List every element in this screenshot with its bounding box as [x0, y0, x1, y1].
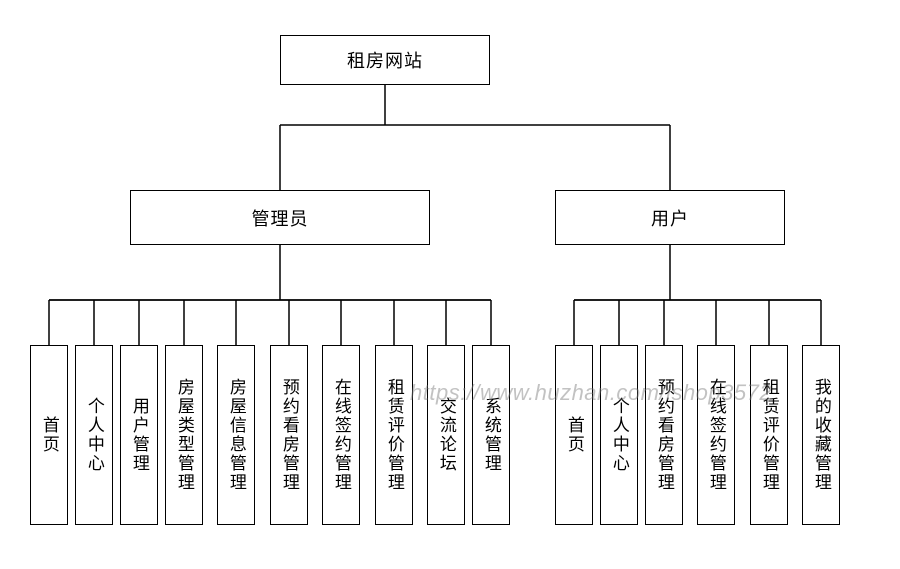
leaf-user-2: 预约看房管理 — [645, 345, 683, 525]
root-node-label: 租房网站 — [347, 47, 423, 73]
leaf-user-0: 首页 — [555, 345, 593, 525]
leaf-user-5-label: 我的收藏管理 — [812, 378, 830, 492]
root-node: 租房网站 — [280, 35, 490, 85]
leaf-admin-4-label: 房屋信息管理 — [227, 378, 245, 492]
leaf-user-0-label: 首页 — [565, 416, 583, 454]
leaf-user-1: 个人中心 — [600, 345, 638, 525]
leaf-admin-6-label: 在线签约管理 — [332, 378, 350, 492]
leaf-admin-9: 系统管理 — [472, 345, 510, 525]
leaf-admin-8-label: 交流论坛 — [437, 397, 455, 473]
leaf-admin-8: 交流论坛 — [427, 345, 465, 525]
leaf-admin-2-label: 用户管理 — [130, 397, 148, 473]
level2-node-admin-label: 管理员 — [252, 205, 309, 231]
leaf-admin-5-label: 预约看房管理 — [280, 378, 298, 492]
leaf-admin-9-label: 系统管理 — [482, 397, 500, 473]
leaf-admin-2: 用户管理 — [120, 345, 158, 525]
leaf-admin-7-label: 租赁评价管理 — [385, 378, 403, 492]
leaf-user-4-label: 租赁评价管理 — [760, 378, 778, 492]
leaf-admin-6: 在线签约管理 — [322, 345, 360, 525]
leaf-admin-3-label: 房屋类型管理 — [175, 378, 193, 492]
leaf-admin-5: 预约看房管理 — [270, 345, 308, 525]
leaf-admin-3: 房屋类型管理 — [165, 345, 203, 525]
level2-node-admin: 管理员 — [130, 190, 430, 245]
leaf-user-4: 租赁评价管理 — [750, 345, 788, 525]
leaf-user-5: 我的收藏管理 — [802, 345, 840, 525]
leaf-admin-1-label: 个人中心 — [85, 397, 103, 473]
level2-node-user: 用户 — [555, 190, 785, 245]
leaf-admin-4: 房屋信息管理 — [217, 345, 255, 525]
leaf-user-3: 在线签约管理 — [697, 345, 735, 525]
level2-node-user-label: 用户 — [651, 205, 689, 231]
leaf-user-1-label: 个人中心 — [610, 397, 628, 473]
leaf-admin-1: 个人中心 — [75, 345, 113, 525]
leaf-admin-0-label: 首页 — [40, 416, 58, 454]
leaf-admin-0: 首页 — [30, 345, 68, 525]
leaf-admin-7: 租赁评价管理 — [375, 345, 413, 525]
leaf-user-2-label: 预约看房管理 — [655, 378, 673, 492]
leaf-user-3-label: 在线签约管理 — [707, 378, 725, 492]
